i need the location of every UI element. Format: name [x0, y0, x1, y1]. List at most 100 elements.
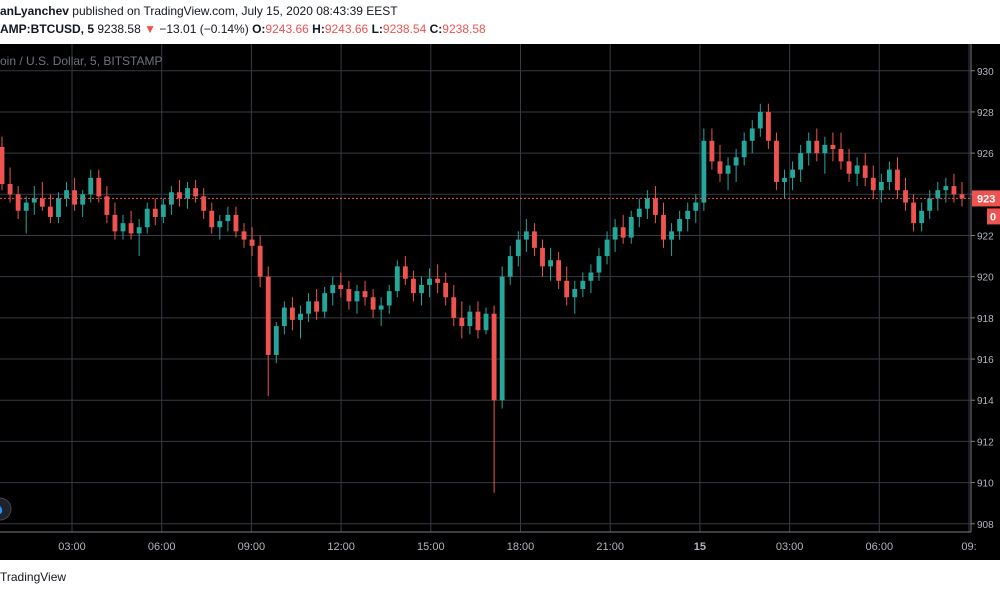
candle [354, 284, 360, 314]
candle [306, 293, 311, 322]
candle [644, 190, 650, 220]
candle-body [338, 284, 344, 290]
chart-area[interactable]: 93092892692492292091891691491291090803:0… [0, 44, 1000, 560]
price-tick-label: 930 [977, 67, 994, 78]
candle [515, 231, 521, 267]
candle [435, 264, 441, 294]
candle-body [56, 198, 61, 217]
candle-body [765, 111, 771, 141]
candle [193, 179, 199, 203]
candle-body [185, 188, 190, 199]
candle [951, 173, 957, 203]
candle [201, 188, 207, 220]
candle [322, 286, 328, 318]
candle [846, 149, 852, 182]
candle [596, 247, 602, 281]
candle [128, 210, 134, 240]
current-price-badge [972, 190, 1000, 207]
chart-footer: TradingView [0, 560, 1000, 596]
candle [693, 194, 699, 224]
candle-body [322, 293, 328, 312]
candle-body [491, 313, 497, 401]
symbol-quote-line: AMP:BTCUSD, 5 9238.58 ▼ −13.01 (−0.14%) … [0, 22, 486, 36]
candle [806, 132, 812, 166]
candle-body [709, 140, 715, 162]
candle [160, 198, 166, 224]
candle-body [144, 208, 150, 228]
candle [185, 181, 190, 209]
candle-body [7, 184, 13, 195]
candle-body [596, 256, 602, 273]
candle [177, 179, 182, 207]
candle-body [943, 186, 949, 191]
candle-body [483, 313, 489, 331]
candle [854, 157, 860, 187]
candle [419, 276, 424, 306]
candle-body [733, 157, 739, 166]
candle [911, 194, 917, 232]
candle-body [31, 198, 37, 203]
candle-body [23, 202, 29, 211]
candle [895, 157, 900, 199]
candle-body [136, 227, 142, 234]
candle-body [402, 266, 408, 279]
price-tick-label: 914 [977, 396, 994, 407]
candlestick-chart[interactable]: 93092892692492292091891691491291090803:0… [0, 44, 1000, 560]
countdown-label: 0 [990, 211, 996, 223]
candle [499, 266, 505, 409]
candle-body [572, 289, 578, 298]
candle-body [903, 190, 908, 203]
candle [273, 321, 279, 364]
candle-body [459, 317, 465, 327]
candle [878, 173, 884, 203]
candle-body [717, 161, 723, 174]
candle-body [281, 307, 287, 327]
time-tick-label: 06:00 [866, 541, 894, 553]
candle [411, 270, 416, 302]
candle-body [628, 216, 634, 238]
close-value: 9238.58 [442, 22, 486, 36]
candle [15, 186, 21, 220]
price-tick-label: 926 [977, 149, 994, 160]
candle-body [806, 140, 812, 154]
candle-body [298, 313, 303, 320]
candle-body [814, 140, 820, 154]
candle [265, 266, 271, 397]
price-tick-label: 918 [977, 314, 994, 325]
candle [39, 181, 45, 211]
candle-body [580, 280, 586, 290]
author-name[interactable]: anLyanchev [0, 4, 69, 18]
countdown-badge [987, 208, 1000, 225]
candle [314, 289, 320, 320]
candle-body [64, 190, 69, 199]
candle [257, 235, 263, 287]
candle [532, 223, 537, 257]
candle-body [927, 198, 933, 211]
candle-body [427, 278, 432, 285]
candle-body [669, 231, 674, 240]
candle-body [725, 165, 731, 174]
price-tick-label: 910 [977, 479, 994, 490]
candle-body [612, 227, 618, 240]
candle [685, 202, 691, 232]
alert-icon[interactable] [0, 497, 12, 521]
candle-body [749, 128, 755, 141]
candle-body [225, 214, 231, 222]
candle [709, 128, 715, 170]
candle [588, 264, 594, 294]
candle-body [96, 177, 102, 197]
time-tick-label: 09: [961, 541, 976, 553]
candle-body [346, 289, 352, 302]
candle [483, 307, 489, 335]
candle-body [112, 214, 118, 232]
candle [749, 120, 755, 154]
candle [604, 231, 610, 265]
candle [338, 272, 344, 298]
candle-body [523, 231, 529, 240]
high-value: 9243.66 [324, 22, 369, 36]
candle-body [685, 210, 691, 220]
candle [935, 181, 941, 211]
candle [790, 161, 796, 191]
candle [612, 219, 618, 252]
candle-body [701, 140, 707, 203]
